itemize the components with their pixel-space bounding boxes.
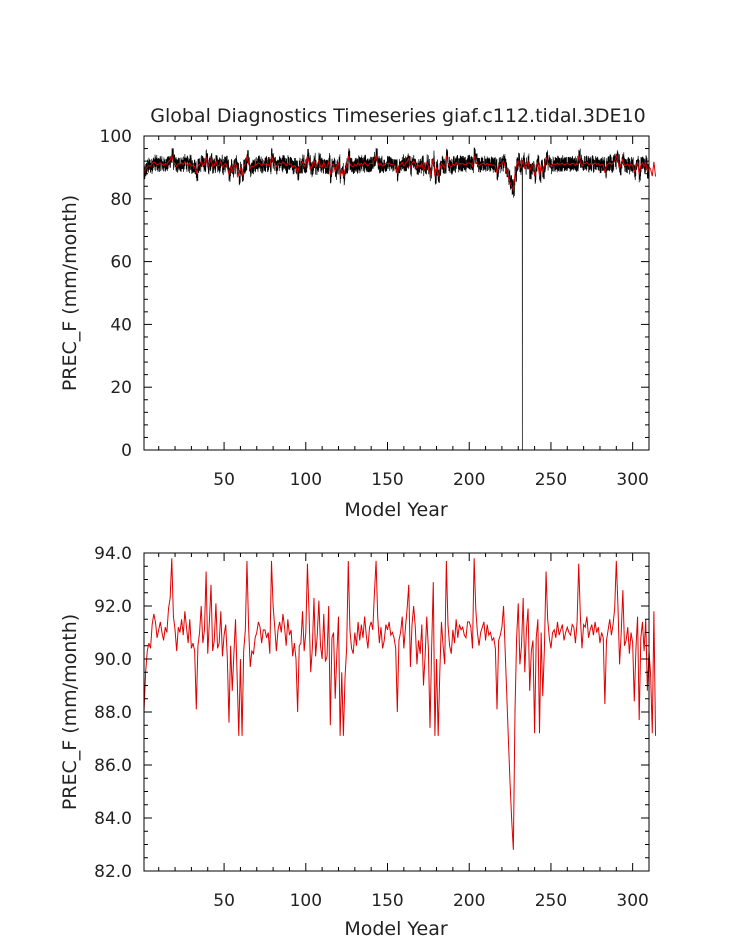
bottom-plot-frame: [143, 552, 650, 872]
bottom-xtick-label: 150: [371, 891, 403, 911]
bottom-xtick-label: 300: [616, 891, 648, 911]
panel-bottom: 50 100 150 200 250 300 82.0 84.0 86.0 88.0 90.0 92.…: [59, 544, 657, 940]
bottom-series-annual: [143, 558, 657, 850]
top-ytick-label: 100: [100, 127, 132, 147]
top-monthly-line: [143, 147, 650, 451]
top-ytick-label: 20: [110, 378, 132, 398]
bottom-tick-labels: 50 100 150 200 250 300 82.0 84.0 86.0 88.0 90.0 92.…: [94, 544, 649, 911]
bottom-ytick-label: 86.0: [94, 756, 132, 776]
top-xtick-label: 200: [453, 470, 485, 490]
top-xtick-label: 50: [213, 470, 235, 490]
top-series-annual: [143, 153, 657, 192]
bottom-annual-line: [143, 558, 657, 850]
bottom-xtick-label: 50: [213, 891, 235, 911]
bottom-ticks: [144, 552, 650, 872]
top-xtick-label: 100: [290, 470, 322, 490]
top-xtick-label: 250: [535, 470, 567, 490]
top-series-monthly: [143, 147, 650, 451]
bottom-ytick-label: 94.0: [94, 544, 132, 564]
bottom-ytick-label: 88.0: [94, 703, 132, 723]
panel-top: 50 100 150 200 250 300 0 20 40 60 80 100 Model Year…: [59, 127, 657, 521]
top-xlabel: Model Year: [344, 499, 448, 521]
bottom-ytick-label: 90.0: [94, 650, 132, 670]
bottom-xlabel: Model Year: [344, 918, 448, 940]
figure-title: Global Diagnostics Timeseries giaf.c112.…: [150, 105, 645, 127]
bottom-ytick-label: 92.0: [94, 597, 132, 617]
top-ytick-label: 80: [110, 190, 132, 210]
top-ylabel: PREC_F (mm/month): [59, 195, 81, 391]
top-xtick-label: 150: [371, 470, 403, 490]
bottom-ytick-label: 82.0: [94, 862, 132, 882]
top-ticks: [144, 135, 650, 451]
top-ytick-label: 0: [121, 441, 132, 461]
top-tick-labels: 50 100 150 200 250 300 0 20 40 60 80 100: [100, 127, 649, 490]
top-annual-line: [143, 153, 657, 192]
bottom-xtick-label: 200: [453, 891, 485, 911]
top-xtick-label: 300: [616, 470, 648, 490]
top-ytick-label: 60: [110, 253, 132, 273]
bottom-ylabel: PREC_F (mm/month): [59, 614, 81, 810]
top-plot-frame: [143, 135, 650, 451]
top-ytick-label: 40: [110, 315, 132, 335]
bottom-xtick-label: 250: [535, 891, 567, 911]
bottom-ytick-label: 84.0: [94, 809, 132, 829]
bottom-xtick-label: 100: [290, 891, 322, 911]
